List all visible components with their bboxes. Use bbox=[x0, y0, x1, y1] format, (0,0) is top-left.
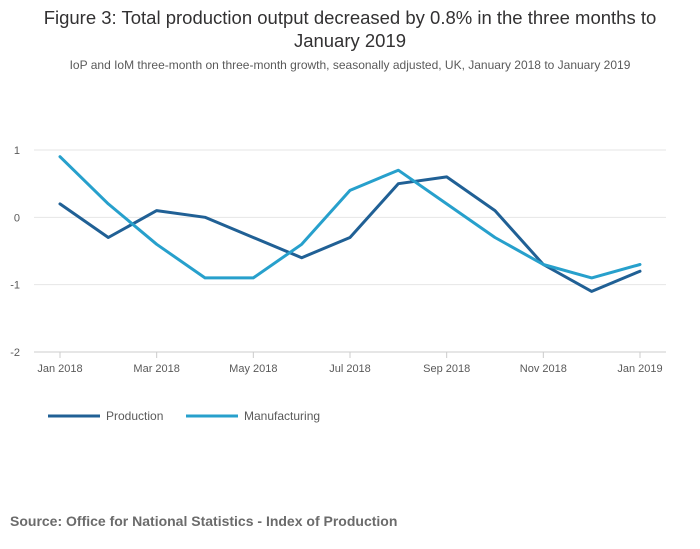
legend-label-manufacturing: Manufacturing bbox=[244, 409, 320, 423]
y-tick-label: -2 bbox=[10, 347, 20, 359]
series-line-manufacturing bbox=[58, 155, 642, 280]
y-tick-label: 1 bbox=[14, 145, 20, 157]
axes: 1 0 -1 -2 Jan 2018 Mar 2018 May 2018 Jul 2018 Se… bbox=[10, 145, 666, 375]
x-tick-label: Jan 2019 bbox=[617, 363, 662, 375]
x-tick-label: Jan 2018 bbox=[37, 363, 82, 375]
x-tick-label: Nov 2018 bbox=[520, 363, 567, 375]
x-tick-label: Jul 2018 bbox=[329, 363, 371, 375]
series-lines bbox=[58, 155, 642, 293]
legend: Production Manufacturing bbox=[48, 409, 320, 423]
chart-title: Figure 3: Total production output decrea… bbox=[43, 7, 657, 51]
y-tick-label: -1 bbox=[10, 280, 20, 292]
source-note: Source: Office for National Statistics -… bbox=[10, 513, 398, 529]
x-tick-label: Mar 2018 bbox=[133, 363, 179, 375]
y-tick-label: 0 bbox=[14, 212, 20, 224]
x-tick-label: Sep 2018 bbox=[423, 363, 470, 375]
chart-subtitle: IoP and IoM three-month on three-month g… bbox=[69, 58, 631, 72]
grid-lines bbox=[34, 149, 666, 353]
series-line-production bbox=[58, 175, 642, 293]
legend-label-production: Production bbox=[106, 409, 163, 423]
x-tick-label: May 2018 bbox=[229, 363, 277, 375]
